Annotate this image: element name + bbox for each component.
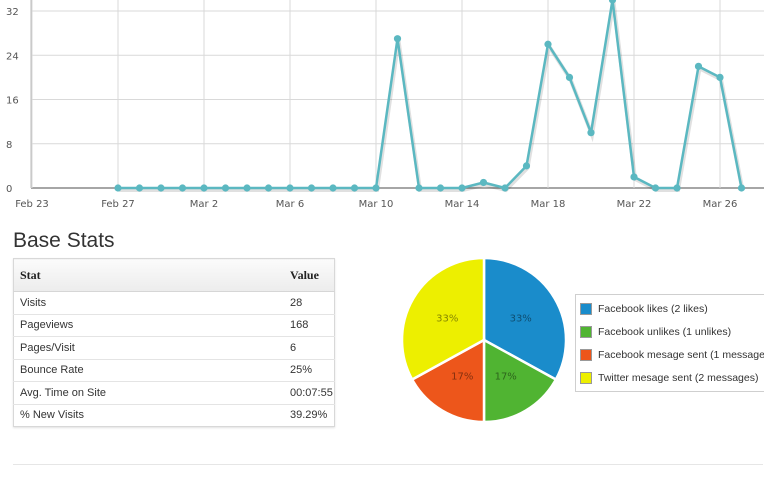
pie-slice[interactable] (410, 337, 486, 424)
y-tick-label: 16 (6, 96, 19, 107)
activity-pie-chart: 33% 17% 17% 33% (400, 256, 568, 424)
column-header-stat: Stat (13, 258, 284, 292)
x-tick-label: Mar 22 (617, 199, 652, 210)
data-point (544, 40, 552, 48)
data-point (200, 184, 208, 192)
x-tick-label: Mar 10 (359, 199, 394, 210)
legend-label: Twitter mesage sent (2 messages) (598, 371, 759, 384)
x-tick-label: Feb 23 (15, 199, 49, 210)
table-row: Pages/Visit 6 (13, 336, 335, 359)
stat-name: Bounce Rate (13, 358, 284, 382)
table-row: Avg. Time on Site 00:07:55 (13, 381, 335, 404)
data-point (286, 184, 294, 192)
pie-slice[interactable] (482, 337, 558, 424)
stat-name: Visits (13, 291, 284, 314)
table-row: % New Visits 39.29% (13, 403, 335, 427)
stat-value: 25% (284, 358, 335, 382)
stat-name: Pages/Visit (13, 336, 284, 359)
pie-slice[interactable] (400, 256, 486, 382)
pie-slice-label: 33% (510, 313, 532, 324)
pie-slice-label: 17% (451, 372, 473, 383)
data-point (694, 62, 703, 70)
x-tick-label: Mar 18 (531, 199, 566, 210)
table-row: Pageviews 168 (13, 313, 335, 337)
pie-slice-label: 17% (495, 372, 517, 383)
legend-item[interactable]: Facebook unlikes (1 unlikes) (580, 320, 764, 343)
stat-value: 168 (284, 313, 335, 337)
pie-slice[interactable] (482, 256, 568, 382)
x-tick-label: Mar 2 (190, 199, 218, 210)
data-point (415, 184, 423, 192)
data-point (393, 35, 402, 43)
data-point (114, 184, 122, 192)
legend-label: Facebook unlikes (1 unlikes) (598, 325, 732, 338)
data-point (501, 184, 509, 192)
table-row: Visits 28 (13, 291, 335, 314)
data-point (587, 129, 595, 137)
legend-swatch (580, 348, 592, 361)
base-stats-table: Stat Value Visits 28 Pageviews 168 Pages… (13, 258, 335, 427)
series-line-shadow (119, 1, 745, 193)
stat-name: Avg. Time on Site (13, 381, 284, 404)
data-point (458, 184, 466, 192)
stat-value: 00:07:55 (284, 381, 335, 404)
data-point (372, 184, 380, 192)
data-point (157, 184, 165, 192)
data-point (716, 73, 724, 82)
x-tick-label: Feb 27 (101, 199, 135, 210)
series-line (118, 0, 743, 190)
data-point (243, 184, 251, 192)
data-point (522, 162, 531, 170)
data-point (630, 173, 638, 181)
x-tick-label: Mar 6 (276, 199, 304, 210)
table-header-row: Stat Value (13, 258, 335, 292)
stat-value: 39.29% (284, 403, 335, 427)
legend-swatch (580, 325, 592, 338)
data-point (329, 184, 337, 192)
section-divider (13, 464, 763, 465)
y-tick-label: 8 (6, 140, 12, 151)
legend-label: Facebook likes (2 likes) (598, 302, 708, 315)
data-point (651, 184, 660, 192)
y-tick-label: 24 (6, 51, 19, 62)
data-point (307, 184, 316, 192)
x-tick-label: Mar 26 (703, 199, 738, 210)
y-tick-label: 32 (6, 7, 19, 18)
y-tick-label: 0 (6, 184, 12, 195)
data-point (350, 184, 359, 192)
base-stats-title: Base Stats (13, 229, 115, 252)
pie-slice-label: 33% (436, 313, 458, 324)
data-point (135, 184, 144, 192)
table-row: Bounce Rate 25% (13, 358, 335, 382)
legend-item[interactable]: Twitter mesage sent (2 messages) (580, 366, 764, 389)
x-tick-label: Mar 14 (445, 199, 480, 210)
pie-legend: Facebook likes (2 likes) Facebook unlike… (575, 294, 764, 392)
data-point (673, 184, 681, 192)
data-point (608, 0, 617, 4)
legend-swatch (580, 302, 592, 315)
data-point (436, 184, 445, 192)
data-point (737, 184, 746, 192)
stat-value: 6 (284, 336, 335, 359)
data-point (178, 184, 187, 192)
stat-name: % New Visits (13, 403, 284, 427)
legend-item[interactable]: Facebook mesage sent (1 message (580, 343, 764, 366)
stat-value: 28 (284, 291, 335, 314)
data-point (221, 184, 230, 192)
legend-label: Facebook mesage sent (1 message (598, 348, 764, 361)
data-point (264, 184, 273, 192)
data-point (479, 178, 488, 187)
column-header-value: Value (284, 258, 335, 292)
legend-swatch (580, 371, 592, 384)
stat-name: Pageviews (13, 313, 284, 337)
legend-item[interactable]: Facebook likes (2 likes) (580, 297, 764, 320)
data-point (565, 73, 574, 82)
